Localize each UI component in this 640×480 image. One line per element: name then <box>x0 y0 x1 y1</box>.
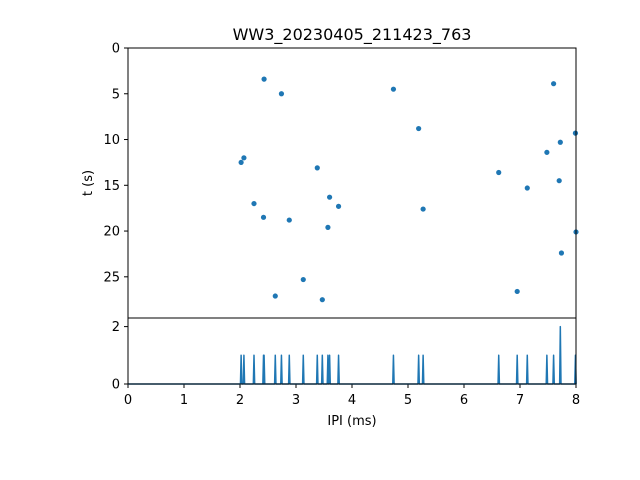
histogram-x-tick-label: 8 <box>572 393 580 408</box>
histogram-x-tick-label: 2 <box>236 393 244 408</box>
raster-y-tick-label: 10 <box>103 133 120 148</box>
histogram-x-tick-label: 6 <box>460 393 468 408</box>
histogram-x-tick-label: 7 <box>516 393 524 408</box>
raster-point <box>251 200 257 207</box>
histogram-y-tick-label: 2 <box>112 320 120 335</box>
raster-point <box>272 293 278 299</box>
histogram-x-tick-label: 1 <box>180 393 188 408</box>
raster-point <box>572 130 579 136</box>
histogram-x-tick-label: 5 <box>404 393 412 408</box>
raster-point <box>319 297 325 303</box>
raster-y-axis-label: t (s) <box>81 170 96 196</box>
histogram-x-axis-label: IPI (ms) <box>327 414 376 429</box>
raster-point <box>286 217 292 223</box>
raster-point <box>327 194 333 200</box>
raster-panel: 0 5 10 15 20 25 t (s) <box>81 42 579 321</box>
raster-point <box>238 159 244 166</box>
raster-point <box>241 155 247 161</box>
raster-point <box>557 139 563 145</box>
raster-point <box>544 149 550 155</box>
raster-point <box>558 250 565 256</box>
raster-y-tick-label: 20 <box>103 225 120 240</box>
histogram-x-tick-label: 3 <box>292 393 300 408</box>
raster-points <box>238 76 579 303</box>
raster-point <box>390 86 397 92</box>
raster-y-tick-label: 25 <box>103 270 120 285</box>
raster-point <box>300 276 306 283</box>
histogram-x-tick-label: 4 <box>348 393 356 408</box>
raster-point <box>261 76 267 82</box>
histogram-plot-area <box>128 318 576 384</box>
histogram-y-tick-label: 0 <box>112 378 120 393</box>
raster-point <box>278 91 285 97</box>
raster-y-tick-label: 5 <box>112 87 120 102</box>
raster-plot-area <box>128 48 576 318</box>
raster-point <box>325 224 331 230</box>
raster-point <box>556 178 562 184</box>
raster-point <box>314 165 320 171</box>
histogram-ticks: 0 1 2 3 4 5 6 7 8 0 2 <box>112 320 580 408</box>
raster-y-tick-label: 0 <box>112 42 120 57</box>
raster-y-tick-label: 15 <box>103 179 120 194</box>
raster-point <box>496 169 502 176</box>
chart-title: WW3_20230405_211423_763 <box>233 25 472 45</box>
histogram-frame <box>127 317 577 385</box>
histogram-panel: 0 1 2 3 4 5 6 7 8 0 2 IPI (ms) <box>112 317 580 429</box>
raster-point <box>514 288 520 295</box>
raster-point <box>551 81 557 87</box>
raster-point <box>416 125 422 132</box>
raster-point <box>524 185 530 191</box>
histogram-x-tick-label: 0 <box>124 393 132 408</box>
raster-point <box>420 206 426 212</box>
raster-point <box>335 203 342 209</box>
raster-point <box>260 214 267 220</box>
